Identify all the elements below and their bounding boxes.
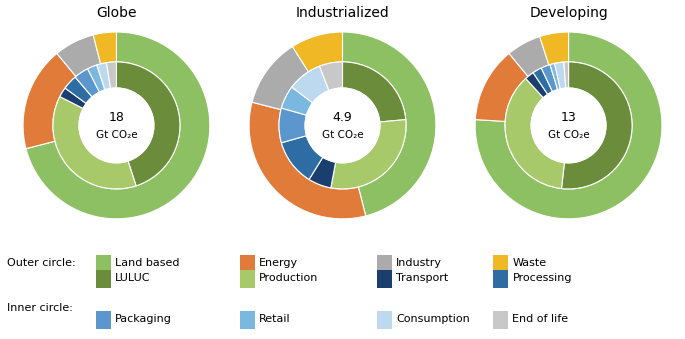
Wedge shape [116, 62, 180, 186]
Wedge shape [550, 63, 560, 90]
Text: 18: 18 [108, 111, 125, 123]
Wedge shape [106, 62, 116, 88]
Bar [377, 270, 392, 288]
Wedge shape [88, 65, 105, 92]
Text: LULUC: LULUC [115, 273, 151, 283]
Text: 13: 13 [561, 111, 576, 123]
Bar [377, 255, 392, 273]
Text: Gt CO₂e: Gt CO₂e [322, 130, 363, 140]
Wedge shape [60, 88, 86, 108]
Text: Land based: Land based [115, 258, 179, 268]
Wedge shape [23, 54, 76, 149]
Wedge shape [540, 32, 569, 65]
Text: Production: Production [259, 273, 319, 283]
Wedge shape [533, 68, 553, 94]
Wedge shape [292, 66, 329, 103]
Wedge shape [526, 73, 548, 98]
Text: Packaging: Packaging [115, 314, 172, 324]
Bar [493, 270, 508, 288]
Text: Inner circle:: Inner circle: [7, 303, 73, 314]
Wedge shape [564, 62, 569, 88]
Wedge shape [541, 65, 558, 92]
Text: Transport: Transport [396, 273, 448, 283]
Wedge shape [475, 54, 528, 121]
Bar [377, 311, 392, 329]
Text: Consumption: Consumption [396, 314, 470, 324]
Circle shape [531, 88, 606, 163]
Text: Processing: Processing [512, 273, 572, 283]
Text: Outer circle:: Outer circle: [7, 258, 75, 268]
Wedge shape [97, 63, 110, 90]
Wedge shape [320, 62, 342, 91]
Wedge shape [252, 46, 308, 109]
Bar [493, 255, 508, 273]
Title: Globe: Globe [96, 6, 137, 20]
Bar [96, 270, 111, 288]
Wedge shape [292, 32, 342, 72]
Wedge shape [53, 97, 136, 189]
Wedge shape [505, 79, 564, 188]
Wedge shape [509, 37, 549, 77]
Wedge shape [282, 87, 312, 115]
Bar [96, 311, 111, 329]
Wedge shape [309, 157, 336, 188]
Wedge shape [342, 62, 406, 122]
Bar [493, 311, 508, 329]
Wedge shape [279, 108, 307, 143]
Text: Gt CO₂e: Gt CO₂e [96, 130, 137, 140]
Circle shape [79, 88, 154, 163]
Wedge shape [282, 136, 323, 179]
Text: 4.9: 4.9 [333, 111, 352, 123]
Text: Retail: Retail [259, 314, 290, 324]
Wedge shape [65, 77, 92, 103]
Wedge shape [331, 120, 406, 189]
Wedge shape [475, 32, 662, 219]
Bar [96, 255, 111, 273]
Text: Energy: Energy [259, 258, 298, 268]
Wedge shape [342, 32, 436, 216]
Text: Waste: Waste [512, 258, 547, 268]
Bar [240, 270, 255, 288]
Circle shape [305, 88, 380, 163]
Text: Gt CO₂e: Gt CO₂e [548, 130, 589, 140]
Text: Industry: Industry [396, 258, 442, 268]
Bar [240, 311, 255, 329]
Wedge shape [249, 102, 366, 219]
Wedge shape [75, 69, 99, 97]
Wedge shape [555, 62, 566, 89]
Title: Industrialized: Industrialized [296, 6, 389, 20]
Wedge shape [26, 32, 210, 219]
Text: End of life: End of life [512, 314, 569, 324]
Wedge shape [57, 35, 101, 77]
Wedge shape [93, 32, 116, 64]
Bar [240, 255, 255, 273]
Wedge shape [562, 62, 632, 189]
Title: Developing: Developing [530, 6, 608, 20]
